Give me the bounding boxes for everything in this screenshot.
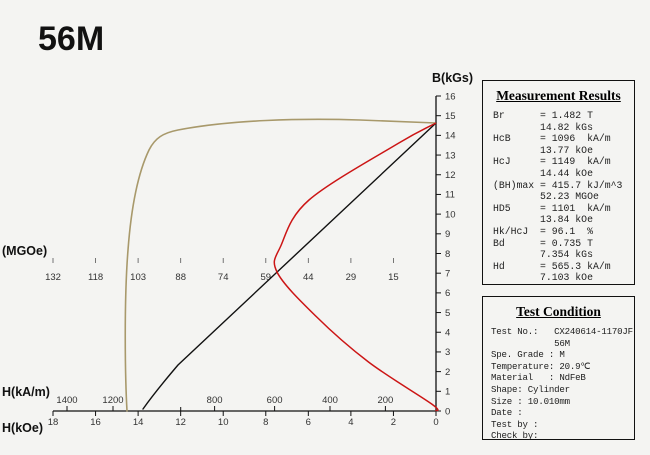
svg-text:0: 0 (445, 406, 450, 417)
svg-text:H(kOe): H(kOe) (2, 421, 43, 435)
svg-text:H(kA/m): H(kA/m) (2, 385, 50, 399)
svg-text:29: 29 (346, 272, 357, 283)
svg-text:6: 6 (306, 417, 311, 428)
svg-text:103: 103 (130, 272, 146, 283)
svg-text:6: 6 (445, 288, 450, 299)
svg-text:400: 400 (322, 395, 338, 406)
svg-text:8: 8 (445, 249, 450, 260)
svg-text:14: 14 (133, 417, 144, 428)
svg-text:5: 5 (445, 308, 450, 319)
svg-text:600: 600 (267, 395, 283, 406)
svg-text:200: 200 (377, 395, 393, 406)
svg-text:12: 12 (175, 417, 186, 428)
svg-text:(MGOe): (MGOe) (2, 244, 47, 258)
svg-text:10: 10 (445, 209, 456, 220)
svg-text:16: 16 (90, 417, 101, 428)
svg-text:B(kGs): B(kGs) (432, 71, 473, 85)
svg-text:13: 13 (445, 150, 456, 161)
svg-text:3: 3 (445, 347, 450, 358)
svg-text:15: 15 (445, 111, 456, 122)
svg-text:2: 2 (391, 417, 396, 428)
svg-text:18: 18 (48, 417, 59, 428)
svg-text:800: 800 (207, 395, 223, 406)
svg-text:14: 14 (445, 131, 456, 142)
svg-text:15: 15 (388, 272, 399, 283)
svg-text:132: 132 (45, 272, 61, 283)
svg-text:1400: 1400 (56, 395, 77, 406)
svg-text:88: 88 (175, 272, 186, 283)
svg-text:2: 2 (445, 367, 450, 378)
svg-text:74: 74 (218, 272, 229, 283)
svg-text:4: 4 (445, 328, 450, 339)
svg-text:11: 11 (445, 190, 455, 201)
svg-text:8: 8 (263, 417, 268, 428)
svg-text:9: 9 (445, 229, 450, 240)
svg-text:16: 16 (445, 91, 456, 102)
svg-text:7: 7 (445, 268, 450, 279)
svg-text:12: 12 (445, 170, 456, 181)
svg-text:10: 10 (218, 417, 229, 428)
svg-text:59: 59 (261, 272, 272, 283)
svg-text:118: 118 (88, 272, 103, 283)
svg-text:1200: 1200 (102, 395, 123, 406)
svg-text:0: 0 (433, 417, 438, 428)
svg-text:44: 44 (303, 272, 314, 283)
svg-text:1: 1 (445, 387, 450, 398)
svg-text:4: 4 (348, 417, 353, 428)
